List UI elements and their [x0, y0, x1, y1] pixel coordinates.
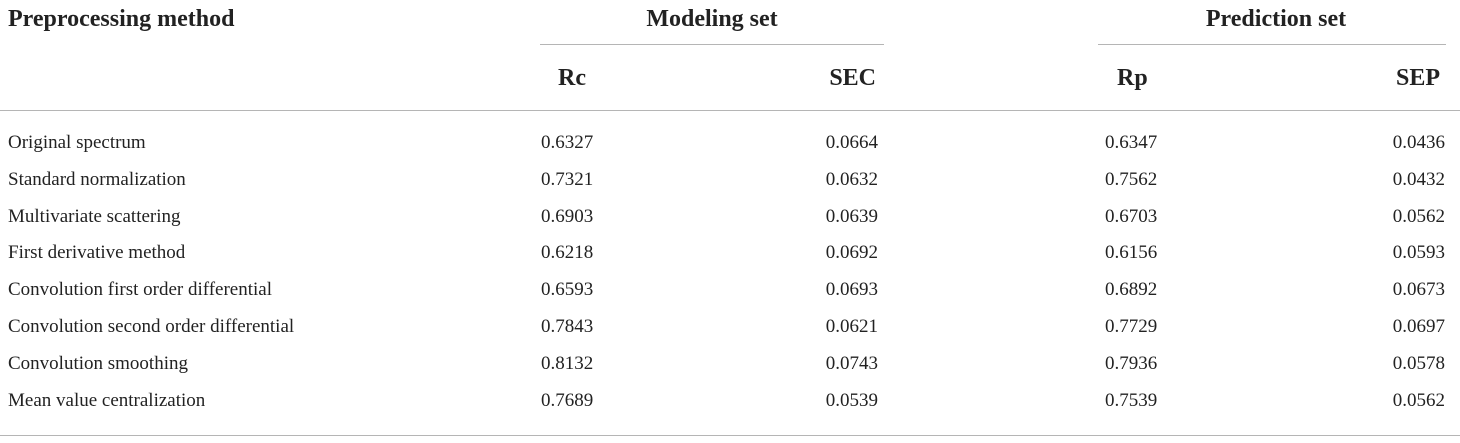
column-header: Preprocessing method: [8, 6, 235, 32]
row-label: Original spectrum: [8, 132, 146, 153]
cell: 0.0621: [825, 316, 878, 337]
row-label: Multivariate scattering: [8, 205, 181, 227]
column-header: Rc: [558, 65, 586, 91]
cell: 0.7729: [1105, 316, 1158, 337]
cell: 0.6593: [541, 279, 594, 301]
row-label: Convolution smoothing: [8, 352, 188, 374]
cell: 0.0578: [1392, 352, 1445, 374]
cell: 0.0664: [825, 132, 878, 153]
group-rule: [1098, 44, 1446, 45]
cell: 0.8132: [541, 352, 594, 374]
bottom-rule: [0, 435, 1460, 436]
group-header: Modeling set: [646, 6, 778, 32]
cell: 0.0593: [1392, 242, 1445, 264]
cell: 0.0632: [825, 168, 878, 190]
group-rule: [540, 44, 884, 45]
cell: 0.6347: [1105, 132, 1158, 153]
cell: 0.7321: [541, 168, 594, 190]
cell: 0.0436: [1392, 132, 1445, 153]
column-header: Rp: [1117, 65, 1148, 91]
cell: 0.0639: [825, 205, 878, 227]
cell: 0.0562: [1392, 389, 1445, 411]
cell: 0.7562: [1105, 168, 1158, 190]
cell: 0.6156: [1105, 242, 1158, 264]
row-label: Standard normalization: [8, 168, 186, 190]
cell: 0.6892: [1105, 279, 1158, 301]
cell: 0.0693: [825, 279, 878, 301]
cell: 0.7689: [541, 389, 594, 411]
cell: 0.7843: [541, 316, 594, 337]
cell: 0.7936: [1105, 352, 1158, 374]
row-label: Mean value centralization: [8, 389, 206, 411]
header-rule: [0, 110, 1460, 111]
column-header: SEC: [829, 65, 876, 91]
row-label: First derivative method: [8, 242, 186, 264]
cell: 0.0697: [1392, 316, 1445, 337]
column-header: SEP: [1395, 65, 1440, 91]
cell: 0.0743: [825, 352, 878, 374]
cell: 0.0692: [825, 242, 878, 264]
cell: 0.7539: [1105, 389, 1158, 411]
row-label: Convolution first order differential: [8, 279, 273, 301]
cell: 0.0432: [1392, 168, 1445, 190]
cell: 0.0539: [825, 389, 878, 411]
group-header: Prediction set: [1205, 6, 1347, 32]
cell: 0.6903: [541, 205, 594, 227]
cell: 0.6218: [541, 242, 594, 264]
row-label: Convolution second order differential: [8, 316, 295, 337]
cell: 0.6703: [1105, 205, 1158, 227]
cell: 0.6327: [541, 132, 594, 153]
cell: 0.0673: [1392, 279, 1445, 301]
cell: 0.0562: [1392, 205, 1445, 227]
